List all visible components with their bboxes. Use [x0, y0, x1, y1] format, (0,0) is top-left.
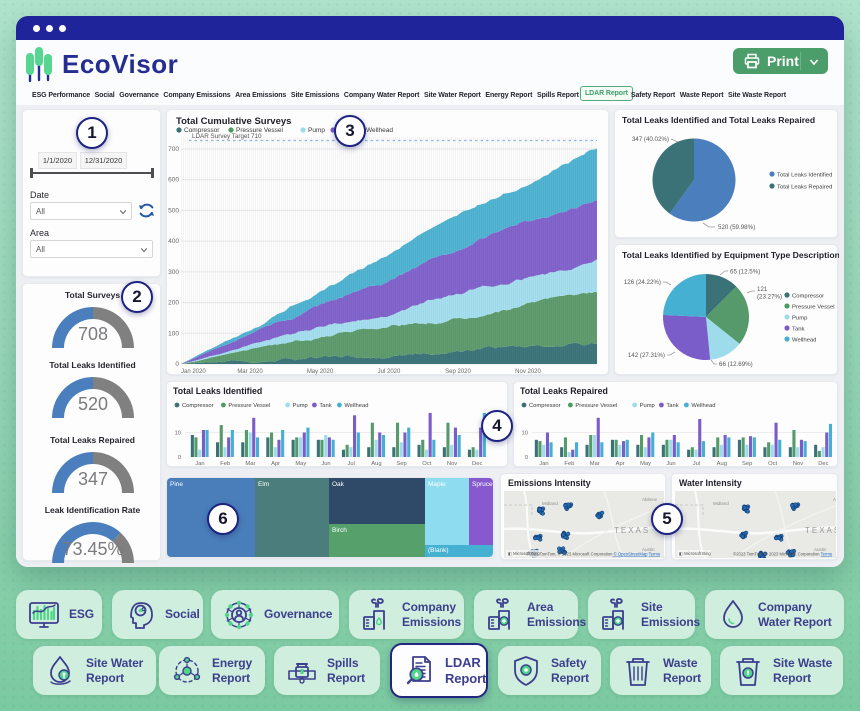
svg-text:Total Leaks Identified and Tot: Total Leaks Identified and Total Leaks R… — [622, 115, 815, 125]
svg-text:Oct: Oct — [768, 461, 777, 467]
svg-text:Pump: Pump — [308, 127, 325, 134]
svg-text:Sep: Sep — [396, 461, 406, 467]
svg-text:Feb: Feb — [220, 461, 230, 467]
svg-text:Total Leaks Repaired: Total Leaks Repaired — [777, 185, 832, 191]
svg-text:Pressure Vessel: Pressure Vessel — [228, 403, 270, 409]
svg-text:0: 0 — [525, 455, 528, 461]
svg-text:Pressure Vessel: Pressure Vessel — [792, 305, 835, 311]
svg-text:Sep 2020: Sep 2020 — [445, 369, 471, 375]
svg-text:Sep: Sep — [742, 461, 752, 467]
svg-text:Compressor: Compressor — [182, 403, 214, 409]
svg-text:May: May — [295, 461, 306, 467]
svg-text:Jul: Jul — [347, 461, 354, 467]
svg-text:500: 500 — [168, 207, 179, 214]
svg-text:10: 10 — [175, 431, 181, 437]
svg-text:Mar: Mar — [590, 461, 600, 467]
svg-text:Jun: Jun — [666, 461, 675, 467]
svg-text:TEXAS: TEXAS — [614, 526, 650, 535]
svg-text:◧ Microsoft Bing: ◧ Microsoft Bing — [679, 551, 711, 556]
svg-text:Aug: Aug — [717, 461, 727, 467]
svg-text:Wellhead: Wellhead — [344, 403, 368, 409]
svg-text:Pressure Vessel: Pressure Vessel — [575, 403, 617, 409]
svg-text:Total Cumulative Surveys: Total Cumulative Surveys — [176, 116, 291, 127]
svg-text:Jan: Jan — [539, 461, 548, 467]
svg-text:LDAR Survey Target 710: LDAR Survey Target 710 — [192, 133, 262, 140]
svg-text:520 (59.98%): 520 (59.98%) — [718, 224, 755, 231]
svg-text:121: 121 — [757, 286, 768, 293]
svg-text:200: 200 — [168, 300, 179, 307]
svg-text:400: 400 — [168, 238, 179, 245]
svg-text:Total Leaks Identified: Total Leaks Identified — [173, 386, 262, 396]
svg-text:Pump: Pump — [640, 403, 655, 409]
svg-text:Compressor: Compressor — [184, 127, 220, 134]
svg-text:Wellhead: Wellhead — [366, 127, 393, 134]
svg-text:Abilene: Abilene — [642, 497, 658, 502]
svg-text:(23.27%): (23.27%) — [757, 294, 782, 301]
svg-text:Total Leaks Identified: Total Leaks Identified — [777, 173, 832, 179]
svg-text:Total Leaks Repaired: Total Leaks Repaired — [520, 386, 608, 396]
svg-text:Compressor: Compressor — [792, 294, 824, 300]
svg-text:Pump: Pump — [792, 316, 808, 322]
svg-text:300: 300 — [168, 269, 179, 276]
svg-text:Nov: Nov — [447, 461, 457, 467]
svg-text:Pressure Vessel: Pressure Vessel — [236, 127, 284, 134]
svg-text:Mar 2020: Mar 2020 — [237, 369, 263, 375]
svg-text:May: May — [640, 461, 651, 467]
svg-text:Dec: Dec — [818, 461, 828, 467]
svg-text:Austin: Austin — [642, 547, 655, 552]
svg-text:©2023 TomTom, © 2023 Microsoft: ©2023 TomTom, © 2023 Microsoft Corporati… — [526, 552, 660, 557]
svg-text:Tank: Tank — [792, 327, 804, 333]
svg-text:TEXAS: TEXAS — [805, 526, 836, 535]
svg-text:Nov: Nov — [793, 461, 803, 467]
svg-text:10: 10 — [522, 431, 528, 437]
svg-text:May 2020: May 2020 — [307, 369, 334, 375]
svg-text:Oct: Oct — [422, 461, 431, 467]
svg-text:Nov 2020: Nov 2020 — [515, 369, 541, 375]
svg-text:Jan 2020: Jan 2020 — [181, 369, 206, 375]
svg-text:Tank: Tank — [319, 403, 331, 409]
svg-text:142 (27.31%): 142 (27.31%) — [628, 352, 665, 359]
svg-text:Austin: Austin — [814, 547, 827, 552]
svg-text:Apr: Apr — [616, 461, 625, 467]
svg-text:Compressor: Compressor — [529, 403, 561, 409]
svg-text:◧ Microsoft Bing: ◧ Microsoft Bing — [508, 551, 540, 556]
svg-text:Jul 2020: Jul 2020 — [378, 369, 401, 375]
svg-text:Jan: Jan — [195, 461, 204, 467]
svg-text:Aug: Aug — [371, 461, 381, 467]
svg-text:0: 0 — [175, 361, 179, 368]
svg-text:100: 100 — [168, 330, 179, 337]
svg-text:Midland: Midland — [542, 501, 558, 506]
svg-text:©2023 TomTom, © 2023 Microsoft: ©2023 TomTom, © 2023 Microsoft Corporati… — [733, 552, 832, 557]
svg-text:Dec: Dec — [472, 461, 482, 467]
svg-text:347 (40.02%): 347 (40.02%) — [632, 136, 669, 143]
svg-text:Jul: Jul — [693, 461, 700, 467]
svg-text:Pump: Pump — [293, 403, 308, 409]
svg-text:65 (12.5%): 65 (12.5%) — [730, 269, 760, 276]
svg-text:Total Leaks Identified by Equi: Total Leaks Identified by Equipment Type… — [622, 250, 839, 260]
svg-text:Apr: Apr — [271, 461, 280, 467]
svg-text:Jun: Jun — [321, 461, 330, 467]
svg-text:Wellhead: Wellhead — [792, 338, 816, 344]
svg-text:Midland: Midland — [713, 501, 729, 506]
svg-text:600: 600 — [168, 177, 179, 184]
svg-text:Feb: Feb — [564, 461, 574, 467]
svg-text:Mar: Mar — [245, 461, 255, 467]
svg-text:66 (12.69%): 66 (12.69%) — [719, 361, 753, 368]
svg-text:0: 0 — [178, 455, 181, 461]
svg-text:Tank: Tank — [666, 403, 678, 409]
svg-text:Abilene: Abilene — [833, 497, 836, 502]
svg-text:126 (24.22%): 126 (24.22%) — [624, 279, 661, 286]
svg-text:700: 700 — [168, 146, 179, 153]
svg-text:Wellhead: Wellhead — [691, 403, 715, 409]
